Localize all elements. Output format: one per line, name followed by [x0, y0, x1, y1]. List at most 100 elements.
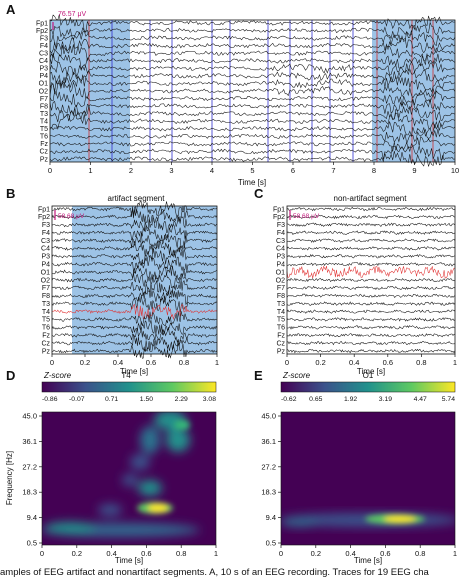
panel-d-cbar-label: Z-score — [43, 371, 72, 380]
panel-d-xtick-label: 0.2 — [72, 549, 82, 558]
panel-a-trace-f4 — [49, 37, 456, 54]
panel-a-channel-label-t6: T6 — [40, 134, 48, 141]
panel-c-channel-label-pz: Pz — [277, 348, 286, 355]
panel-a-trace-t3 — [49, 105, 456, 123]
panel-c-trace-t3 — [286, 301, 456, 306]
panel-c-trace-cz — [286, 341, 456, 346]
panel-c-frame — [286, 205, 456, 355]
panel-c-channel-label-o1: O1 — [276, 269, 285, 276]
panel-b-trace-pz — [51, 343, 218, 359]
panel-b-channel-label-t3: T3 — [42, 301, 50, 308]
panel-c-channel-label-fz: Fz — [277, 333, 285, 340]
panel-c: non-artifact segment Fp1Fp2F3F4C3C4P3P4O… — [273, 194, 457, 376]
panel-b-trace-p4 — [51, 256, 218, 274]
panel-e-frame — [280, 411, 456, 546]
panel-a-channel-label-f7: F7 — [40, 96, 48, 103]
panel-c-channel-label-fp2: Fp2 — [273, 214, 285, 221]
panel-b-xtick-label: 0.6 — [146, 358, 156, 367]
panel-b-channel-label-t6: T6 — [42, 325, 50, 332]
panel-a-channel-label-c3: C3 — [39, 51, 48, 58]
panel-b-frame — [51, 205, 218, 355]
panel-d-ytick-label: 9.4 — [27, 513, 37, 522]
panel-a-trace-f3 — [49, 29, 456, 48]
panel-b-trace-o2 — [51, 272, 218, 289]
panel-c-channel-label-f7: F7 — [277, 285, 285, 292]
panel-b-trace-c4 — [51, 240, 218, 257]
panel-b-channel-label-cz: Cz — [41, 340, 50, 347]
panel-b-title: artifact segment — [108, 194, 166, 203]
panel-e-ytick-label: 18.3 — [261, 488, 276, 497]
panel-c-channel-label-fp1: Fp1 — [273, 206, 285, 213]
panel-a-channel-label-o2: O2 — [39, 88, 48, 95]
panel-c-trace-p4 — [287, 261, 456, 267]
panel-a-xlabel: Time [s] — [238, 178, 266, 187]
panel-a-channel-label-cz: Cz — [39, 149, 48, 156]
panel-c-channel-label-t4: T4 — [277, 309, 285, 316]
panel-c-traces — [286, 206, 456, 354]
panel-b-channel-label-p4: P4 — [41, 262, 50, 269]
panel-e-ytick-label: 27.2 — [261, 462, 276, 471]
panel-d-xtick-label: 0.8 — [176, 549, 186, 558]
panel-a-channel-label-pz: Pz — [40, 156, 49, 163]
panel-c-xtick-label: 0.4 — [349, 358, 359, 367]
panel-b-trace-o1 — [52, 264, 218, 281]
panel-d-label: D — [6, 368, 15, 383]
panel-a-channel-label-t5: T5 — [40, 126, 48, 133]
panel-b-xtick-label: 0.2 — [80, 358, 90, 367]
panel-c-channel-label-cz: Cz — [276, 340, 285, 347]
panel-a-xtick-label: 3 — [169, 166, 173, 175]
panel-b-trace-fp1 — [51, 200, 218, 218]
panel-b-channel-label-f3: F3 — [42, 222, 50, 229]
panel-e-xtick-label: 0.6 — [380, 549, 390, 558]
panel-c-trace-t6 — [286, 325, 456, 330]
panel-c-xtick-label: 0 — [285, 358, 289, 367]
panel-c-channel-label-f8: F8 — [277, 293, 285, 300]
panel-b-xtick-label: 1 — [215, 358, 219, 367]
panel-b-trace-fp2 — [51, 208, 218, 224]
panel-a-trace-o2 — [49, 81, 456, 99]
panel-c-trace-t5 — [286, 317, 456, 322]
panel-b-channel-label-f8: F8 — [42, 293, 50, 300]
panel-a-channel-label-fp1: Fp1 — [36, 20, 48, 27]
panel-e-x-ticks: 0 0.2 0.4 0.6 0.8 1 — [279, 545, 457, 558]
panel-c-xtick-label: 0.8 — [416, 358, 426, 367]
panel-e-cbar-tick-label: 5.74 — [442, 396, 455, 403]
panel-e-xtick-label: 1 — [453, 549, 457, 558]
panel-c-channel-label-t6: T6 — [277, 325, 285, 332]
panel-e-xtick-label: 0.2 — [311, 549, 321, 558]
panel-c-channel-label-o2: O2 — [276, 277, 285, 284]
panel-d-xlabel: Time [s] — [115, 556, 143, 565]
panel-b-trace-c3 — [51, 232, 218, 249]
panel-a-xtick-label: 9 — [412, 166, 416, 175]
panel-b-xtick-label: 0 — [50, 358, 54, 367]
figure-caption: amples of EEG artifact and nonartifact s… — [0, 567, 429, 578]
panel-a-trace-fp2 — [49, 21, 456, 41]
panel-d-cbar-tick-label: 1.50 — [140, 396, 153, 403]
panel-b: artifact segment Fp1Fp2F3F4C3C4P3P4O1O2F… — [38, 194, 219, 376]
panel-a-channel-label-p4: P4 — [39, 73, 48, 80]
panel-b-channel-label-fz: Fz — [42, 333, 50, 340]
panel-e-ytick-label: 45.0 — [261, 412, 276, 421]
panel-a-trace-pz — [49, 151, 456, 167]
panel-c-channel-label-p4: P4 — [276, 262, 285, 269]
panel-d-cbar-tick-label: -0.86 — [42, 396, 58, 403]
panel-a-trace-cz — [49, 143, 456, 161]
panel-c-trace-p3 — [286, 253, 456, 259]
panel-d-x-ticks: 0 0.2 0.4 0.6 0.8 1 — [40, 545, 218, 558]
panel-b-trace-t3 — [51, 295, 218, 312]
panel-c-trace-o1 — [286, 265, 456, 279]
panel-c-x-ticks: 0 0.2 0.4 0.6 0.8 1 — [285, 354, 457, 367]
panel-e-ytick-label: 9.4 — [266, 513, 276, 522]
panel-e-cbar-tick-label: -0.62 — [281, 396, 297, 403]
panel-e-label: E — [254, 368, 263, 383]
panel-b-xtick-label: 0.4 — [113, 358, 123, 367]
panel-c-trace-pz — [286, 348, 456, 354]
panel-a-trace-p3 — [49, 60, 456, 78]
panel-d-ytick-label: 45.0 — [22, 412, 37, 421]
panel-b-channel-label-o2: O2 — [41, 277, 50, 284]
panel-a: Fp1Fp2F3F4C3C4P3P4O1O2F7F8T3T4T5T6FzCzPz… — [36, 11, 459, 187]
panel-c-trace-fp2 — [286, 214, 456, 220]
panel-a-x-ticks: 0 1 2 3 4 5 6 7 8 9 10 — [48, 162, 459, 175]
